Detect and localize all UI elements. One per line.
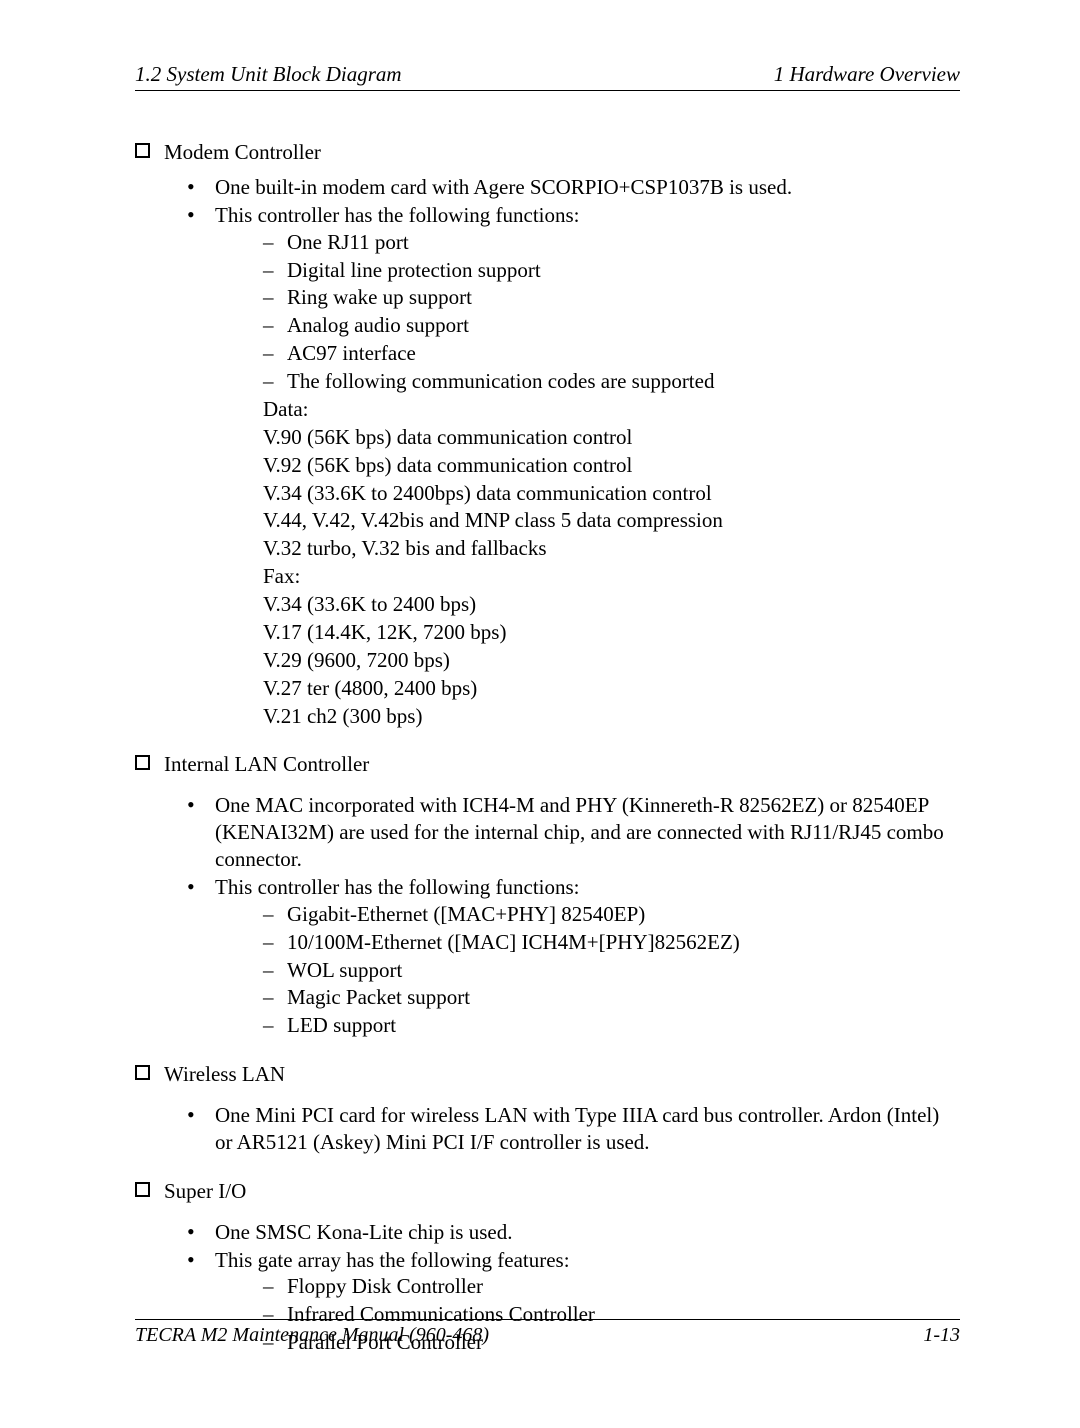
- checkbox-icon: [135, 755, 150, 770]
- plain-item: Data:: [263, 396, 960, 423]
- dash-item: LED support: [263, 1012, 960, 1039]
- header-right: 1 Hardware Overview: [774, 62, 960, 87]
- dash-list: Gigabit-Ethernet ([MAC+PHY] 82540EP) 10/…: [215, 901, 960, 1039]
- page-footer: TECRA M2 Maintenance Manual (960-468) 1-…: [135, 1319, 960, 1347]
- bullet-item: This controller has the following functi…: [187, 874, 960, 1039]
- dash-item: Floppy Disk Controller: [263, 1273, 960, 1300]
- bullet-text: One SMSC Kona-Lite chip is used.: [215, 1220, 512, 1244]
- dash-item: Gigabit-Ethernet ([MAC+PHY] 82540EP): [263, 901, 960, 928]
- bullet-item: This controller has the following functi…: [187, 202, 960, 730]
- bullet-item: One SMSC Kona-Lite chip is used.: [187, 1219, 960, 1246]
- footer-right: 1-13: [923, 1324, 960, 1347]
- plain-item: V.34 (33.6K to 2400bps) data communicati…: [263, 480, 960, 507]
- bullet-text: This controller has the following functi…: [215, 203, 580, 227]
- plain-item: V.90 (56K bps) data communication contro…: [263, 424, 960, 451]
- section-modem-controller: Modem Controller One built-in modem card…: [135, 139, 960, 729]
- page-header: 1.2 System Unit Block Diagram 1 Hardware…: [135, 62, 960, 91]
- section-title: Modem Controller: [135, 139, 960, 166]
- checkbox-icon: [135, 1182, 150, 1197]
- bullet-text: One MAC incorporated with ICH4-M and PHY…: [215, 793, 944, 871]
- plain-item: V.34 (33.6K to 2400 bps): [263, 591, 960, 618]
- section-wireless-lan: Wireless LAN One Mini PCI card for wirel…: [135, 1061, 960, 1156]
- bullet-item: One Mini PCI card for wireless LAN with …: [187, 1102, 960, 1156]
- bullet-item: One built-in modem card with Agere SCORP…: [187, 174, 960, 201]
- page: 1.2 System Unit Block Diagram 1 Hardware…: [0, 0, 1080, 1428]
- bullet-list: One built-in modem card with Agere SCORP…: [135, 174, 960, 730]
- section-lan-controller: Internal LAN Controller One MAC incorpor…: [135, 751, 960, 1039]
- bullet-text: One built-in modem card with Agere SCORP…: [215, 175, 792, 199]
- section-title: Wireless LAN: [135, 1061, 960, 1088]
- bullet-text: This gate array has the following featur…: [215, 1248, 570, 1272]
- dash-item: Ring wake up support: [263, 284, 960, 311]
- checkbox-icon: [135, 1065, 150, 1080]
- dash-item: AC97 interface: [263, 340, 960, 367]
- bullet-list: One Mini PCI card for wireless LAN with …: [135, 1102, 960, 1156]
- section-title: Super I/O: [135, 1178, 960, 1205]
- section-title-text: Wireless LAN: [164, 1061, 285, 1088]
- bullet-list: One MAC incorporated with ICH4-M and PHY…: [135, 792, 960, 1039]
- dash-item: WOL support: [263, 957, 960, 984]
- section-title-text: Internal LAN Controller: [164, 751, 369, 778]
- page-content: Modem Controller One built-in modem card…: [135, 139, 960, 1356]
- dash-list: One RJ11 port Digital line protection su…: [215, 229, 960, 395]
- dash-item: Magic Packet support: [263, 984, 960, 1011]
- plain-item: V.27 ter (4800, 2400 bps): [263, 675, 960, 702]
- plain-item: V.21 ch2 (300 bps): [263, 703, 960, 730]
- plain-list: Data: V.90 (56K bps) data communication …: [215, 396, 960, 730]
- footer-left: TECRA M2 Maintenance Manual (960-468): [135, 1324, 489, 1347]
- plain-item: V.32 turbo, V.32 bis and fallbacks: [263, 535, 960, 562]
- bullet-text: One Mini PCI card for wireless LAN with …: [215, 1103, 939, 1154]
- plain-item: V.92 (56K bps) data communication contro…: [263, 452, 960, 479]
- bullet-item: One MAC incorporated with ICH4-M and PHY…: [187, 792, 960, 873]
- plain-item: V.44, V.42, V.42bis and MNP class 5 data…: [263, 507, 960, 534]
- section-title-text: Super I/O: [164, 1178, 246, 1205]
- dash-item: The following communication codes are su…: [263, 368, 960, 395]
- checkbox-icon: [135, 143, 150, 158]
- section-title-text: Modem Controller: [164, 139, 321, 166]
- dash-item: One RJ11 port: [263, 229, 960, 256]
- plain-item: V.29 (9600, 7200 bps): [263, 647, 960, 674]
- header-left: 1.2 System Unit Block Diagram: [135, 62, 402, 87]
- section-title: Internal LAN Controller: [135, 751, 960, 778]
- bullet-text: This controller has the following functi…: [215, 875, 580, 899]
- dash-item: 10/100M-Ethernet ([MAC] ICH4M+[PHY]82562…: [263, 929, 960, 956]
- dash-item: Digital line protection support: [263, 257, 960, 284]
- dash-item: Analog audio support: [263, 312, 960, 339]
- plain-item: Fax:: [263, 563, 960, 590]
- plain-item: V.17 (14.4K, 12K, 7200 bps): [263, 619, 960, 646]
